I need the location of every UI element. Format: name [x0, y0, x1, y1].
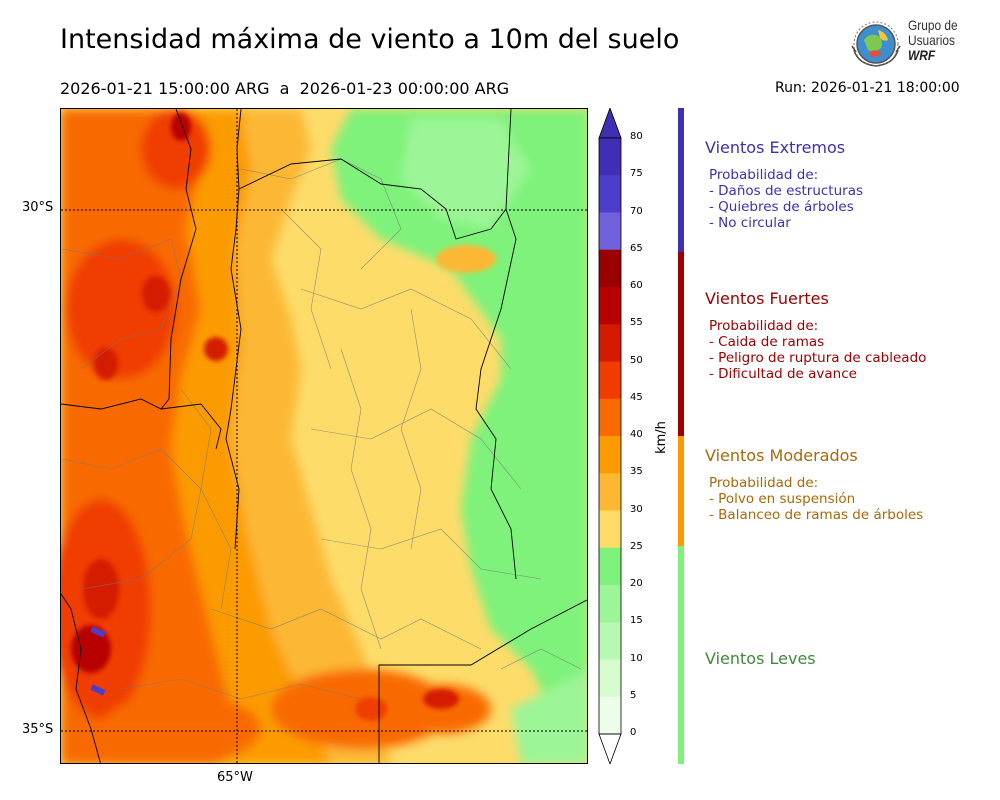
legend-color-bar: [678, 436, 684, 546]
wind-field-svg: [61, 109, 587, 763]
legend-category-description: Probabilidad de: - Caida de ramas - Peligr…: [709, 318, 926, 382]
legend-category-title: Vientos Fuertes: [705, 289, 829, 308]
legend-category-title: Vientos Extremos: [705, 138, 846, 157]
wind-map: [60, 108, 588, 764]
colorbar-tick-label: 10: [630, 652, 643, 664]
legend-description-line: - Dificultad de avance: [709, 366, 857, 382]
legend-category: Vientos Moderados Probabilidad de: - Polvo…: [705, 446, 923, 523]
colorbar-segment: [599, 547, 621, 586]
colorbar-segment: [599, 659, 621, 698]
colorbar-segment: [599, 212, 621, 251]
legend-category: Vientos Fuertes Probabilidad de: - Caida d…: [705, 289, 926, 382]
legend-category-description: Probabilidad de: - Daños de estructuras - …: [709, 167, 863, 231]
colorbar-tick-label: 30: [630, 503, 643, 515]
legend-description-line: - Daños de estructuras: [709, 183, 864, 199]
colorbar-segment: [599, 324, 621, 362]
colorbar-tick-label: 60: [630, 280, 643, 291]
legend-color-bar: [678, 252, 684, 436]
colorbar-segment: [599, 249, 621, 288]
colorbar-segment: [599, 138, 621, 176]
colorbar-tick-label: 45: [630, 391, 643, 403]
colorbar-tick-label: 75: [630, 168, 643, 180]
wind-colorbar: [598, 106, 622, 766]
colorbar-tick-label: 35: [630, 466, 643, 478]
logo-line1: Grupo de: [908, 17, 958, 33]
colorbar-segment: [599, 585, 621, 623]
colorbar-tick-label: 0: [630, 727, 637, 738]
legend-description-line: - No circular: [709, 215, 791, 231]
colorbar-segment: [599, 361, 621, 400]
colorbar-frame: [598, 137, 622, 735]
colorbar-svg: [598, 106, 622, 766]
legend-category-title: Vientos Moderados: [705, 446, 858, 465]
colorbar-segment: [599, 398, 621, 437]
colorbar-tick-label: 25: [630, 540, 643, 552]
legend-category-description: Probabilidad de: - Polvo en suspensión - B…: [709, 475, 923, 523]
legend-description-line: Probabilidad de:: [709, 475, 819, 491]
legend-description-line: - Peligro de ruptura de cableado: [709, 350, 927, 366]
colorbar-tick-label: 50: [630, 354, 643, 366]
legend-description-line: Probabilidad de:: [709, 167, 819, 183]
legend-color-bar: [678, 546, 684, 764]
colorbar-tick-label: 55: [630, 317, 643, 329]
colorbar-segment: [599, 175, 621, 213]
colorbar-tick-label: 65: [630, 242, 643, 254]
legend-description-line: - Quiebres de árboles: [709, 199, 854, 215]
legend-category: Vientos Leves: [705, 649, 816, 668]
colorbar-tick-label: 80: [630, 131, 643, 142]
globe-icon: [851, 21, 901, 67]
grupo-usuarios-wrf-logo: Grupo de Usuarios WRF: [848, 18, 968, 72]
legend-category-title: Vientos Leves: [705, 649, 816, 668]
legend-description-line: - Polvo en suspensión: [709, 491, 856, 507]
legend-description-line: - Caida de ramas: [709, 334, 825, 350]
lat-label-30s: 30°S: [22, 200, 54, 215]
colorbar-segment: [599, 696, 621, 735]
colorbar-tick-label: 5: [630, 689, 637, 701]
lat-label-35s: 35°S: [22, 722, 54, 737]
colorbar-tick-label: 70: [630, 205, 643, 217]
page-title: Intensidad máxima de viento a 10m del su…: [60, 24, 680, 55]
legend-color-bar: [678, 108, 684, 252]
colorbar-segment: [599, 436, 621, 474]
colorbar-tick-label: 15: [630, 615, 643, 627]
lon-label-65w: 65°W: [217, 770, 253, 785]
colorbar-segment: [599, 510, 621, 549]
colorbar-min-arrow: [598, 733, 622, 766]
colorbar-tick-label: 20: [630, 578, 643, 589]
colorbar-tick-label: 40: [630, 429, 643, 440]
logo-line2: Usuarios: [908, 32, 955, 48]
forecast-period: 2026-01-21 15:00:00 ARG a 2026-01-23 00:…: [60, 79, 510, 98]
colorbar-unit: km/h: [653, 421, 669, 454]
colorbar-segment: [599, 473, 621, 511]
colorbar-max-arrow: [598, 106, 622, 139]
colorbar-segment: [599, 622, 621, 660]
logo-line3: WRF: [908, 47, 936, 63]
legend-description-line: - Balanceo de ramas de árboles: [709, 507, 924, 523]
colorbar-segment: [599, 287, 621, 325]
legend-description-line: Probabilidad de:: [709, 318, 819, 334]
legend-category: Vientos Extremos Probabilidad de: - Daños …: [705, 138, 863, 231]
run-timestamp: Run: 2026-01-21 18:00:00: [775, 80, 960, 96]
